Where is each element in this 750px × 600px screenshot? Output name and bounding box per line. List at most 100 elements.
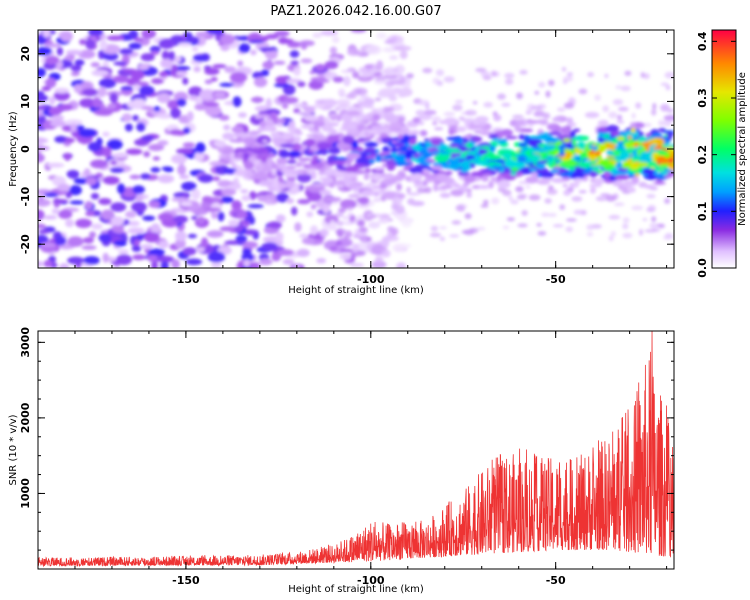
colorbar-tick-label: 0.1	[696, 202, 709, 222]
heatmap-cell	[397, 193, 406, 199]
heatmap-cell	[373, 197, 382, 202]
heatmap-cell	[642, 168, 656, 175]
heatmap-cell	[631, 112, 636, 119]
heatmap-cell	[38, 35, 47, 45]
heatmap-cell	[340, 248, 355, 253]
heatmap-cell	[117, 183, 126, 194]
heatmap-cell	[88, 30, 104, 37]
heatmap-cell	[79, 39, 87, 45]
heatmap-cell	[221, 188, 237, 196]
heatmap-cell	[525, 176, 539, 184]
heatmap-cell	[349, 91, 354, 98]
heatmap-cell	[497, 133, 504, 139]
heatmap-hotspot	[583, 155, 589, 159]
heatmap-cell	[111, 152, 129, 159]
heatmap-cell	[346, 152, 361, 159]
heatmap-cell	[379, 74, 386, 79]
heatmap-cell	[75, 218, 92, 228]
heatmap-cell	[398, 94, 406, 98]
heatmap-cell	[132, 114, 139, 122]
heatmap-cell	[569, 130, 576, 139]
heatmap-cell	[153, 106, 161, 112]
heatmap-cell	[43, 215, 58, 220]
heatmap-cell	[443, 111, 456, 117]
heatmap-cell	[431, 116, 441, 122]
heatmap-cell	[275, 232, 284, 242]
heatmap-cell	[274, 30, 290, 37]
heatmap-cell	[248, 130, 262, 135]
spectrogram-y-label: Frequency (Hz)	[8, 111, 19, 187]
heatmap-cell	[544, 137, 558, 143]
heatmap-cell	[540, 171, 555, 179]
heatmap-cell	[381, 237, 390, 248]
heatmap-cell	[352, 71, 360, 79]
heatmap-cell	[517, 142, 528, 147]
heatmap-cell	[393, 45, 412, 51]
heatmap-cell	[102, 51, 119, 61]
heatmap-cell	[294, 222, 302, 232]
heatmap-cell	[397, 134, 403, 140]
heatmap-cell	[51, 114, 65, 121]
heatmap-cell	[481, 175, 489, 182]
heatmap-cell	[561, 67, 567, 72]
heatmap-cell	[224, 66, 237, 74]
heatmap-cell	[297, 111, 311, 115]
heatmap-cell	[412, 173, 423, 181]
heatmap-cell	[525, 111, 532, 115]
heatmap-cell	[458, 207, 465, 212]
heatmap-cell	[433, 183, 439, 192]
heatmap-cell	[518, 134, 525, 140]
colorbar: 0.0 0.1 0.2 0.3 0.4 Normalized spectral ampl…	[696, 29, 748, 278]
heatmap-cell	[434, 127, 444, 131]
heatmap-cell	[605, 194, 616, 202]
heatmap-hotspot	[425, 153, 433, 157]
heatmap-cell	[424, 138, 430, 142]
heatmap-cell	[443, 76, 455, 83]
heatmap-cell	[661, 171, 669, 176]
heatmap-cell	[332, 36, 340, 44]
heatmap-cell	[151, 78, 164, 85]
snr-x-label: Height of straight line (km)	[288, 584, 424, 595]
heatmap-cell	[148, 200, 161, 208]
heatmap-cell	[364, 141, 379, 147]
heatmap-cell	[231, 163, 238, 169]
heatmap-hotspot	[511, 167, 519, 172]
heatmap-cell	[361, 189, 374, 197]
heatmap-cell	[58, 209, 73, 219]
heatmap-cell	[505, 78, 514, 85]
heatmap-cell	[251, 139, 257, 143]
heatmap-cell	[359, 104, 375, 109]
heatmap-cell	[182, 247, 197, 256]
heatmap-cell	[552, 117, 562, 122]
heatmap-cell	[329, 46, 338, 55]
heatmap-cell	[293, 108, 301, 114]
heatmap-hotspot	[572, 141, 577, 147]
heatmap-cell	[347, 212, 354, 217]
heatmap-cell	[271, 136, 285, 144]
heatmap-cell	[313, 103, 326, 109]
heatmap-cell	[84, 200, 93, 210]
heatmap-cell	[516, 92, 523, 100]
heatmap-cell	[46, 162, 65, 168]
heatmap-cell	[534, 148, 547, 153]
heatmap-cell	[373, 79, 388, 85]
heatmap-cell	[183, 127, 191, 134]
heatmap-hotspot	[497, 150, 505, 154]
heatmap-cell	[396, 183, 402, 191]
heatmap-cell	[150, 223, 161, 235]
heatmap-cell	[311, 171, 317, 180]
heatmap-hotspot	[580, 156, 584, 162]
heatmap-cell	[279, 149, 290, 158]
heatmap-cell	[247, 156, 257, 162]
heatmap-cell	[376, 60, 384, 71]
heatmap-cell	[175, 71, 188, 76]
heatmap-cell	[649, 186, 658, 191]
heatmap-cell	[217, 211, 225, 222]
heatmap-hotspot	[504, 150, 512, 154]
heatmap-cell	[654, 181, 666, 185]
heatmap-cell	[256, 114, 270, 118]
heatmap-hotspot	[514, 142, 519, 147]
heatmap-cell	[620, 85, 631, 92]
heatmap-cell	[112, 75, 130, 84]
heatmap-cell	[286, 165, 297, 170]
